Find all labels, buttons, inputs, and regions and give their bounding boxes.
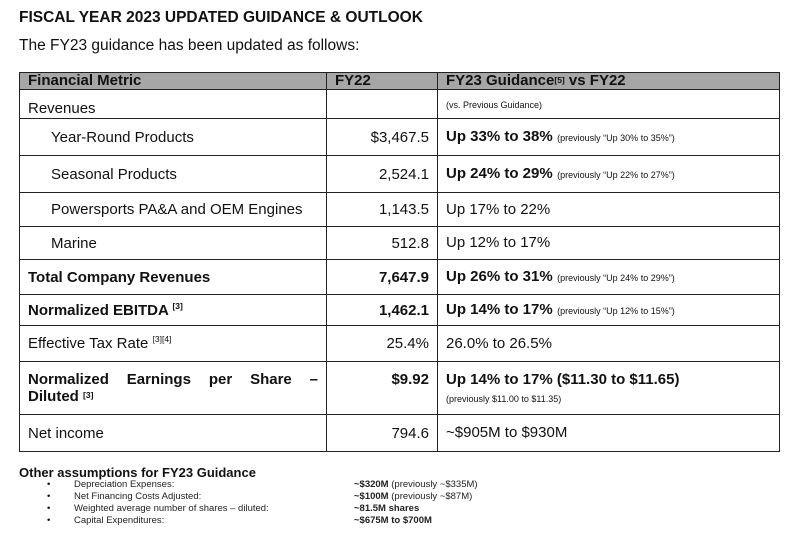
- table-row: Total Company Revenues 7,647.9 Up 26% to…: [19, 259, 780, 295]
- guidance-cell: Up 14% to 17% (previously “Up 12% to 15%…: [437, 294, 780, 326]
- metric-cell: Seasonal Products: [19, 155, 327, 193]
- footnote-ref: [3]: [172, 300, 183, 311]
- assumption-item: • Capital Expenditures: ~$675M to $700M: [47, 515, 432, 526]
- table-row: Normalized Earnings per Share – Diluted …: [19, 361, 780, 415]
- table-row: Year-Round Products $3,467.5 Up 33% to 3…: [19, 118, 780, 156]
- assumption-item: • Net Financing Costs Adjusted: ~$100M (…: [47, 491, 473, 502]
- column-header-metric: Financial Metric: [19, 72, 327, 90]
- column-header-fy23-guidance: FY23 Guidance[5] vs FY22: [437, 72, 780, 90]
- bullet-icon: •: [47, 491, 51, 502]
- guidance-cell: Up 14% to 17% ($11.30 to $11.65) (previo…: [437, 361, 780, 415]
- page-subtitle: The FY23 guidance has been updated as fo…: [19, 37, 360, 54]
- metric-cell: Normalized EBITDA [3]: [19, 294, 327, 326]
- footnote-ref: [5]: [554, 75, 565, 85]
- bullet-icon: •: [47, 479, 51, 490]
- guidance-table: Financial Metric FY22 FY23 Guidance[5] v…: [19, 72, 780, 452]
- fy22-cell: $3,467.5: [326, 118, 438, 156]
- fy22-cell: 7,647.9: [326, 259, 438, 295]
- fy22-cell: 794.6: [326, 414, 438, 452]
- guidance-cell: ~$905M to $930M: [437, 414, 780, 452]
- table-row: Revenues (vs. Previous Guidance): [19, 89, 780, 119]
- guidance-cell: Up 12% to 17%: [437, 226, 780, 260]
- fy22-cell: $9.92: [326, 361, 438, 415]
- fy22-cell: 1,143.5: [326, 192, 438, 227]
- table-row: Powersports PA&A and OEM Engines 1,143.5…: [19, 192, 780, 227]
- table-row: Effective Tax Rate [3][4] 25.4% 26.0% to…: [19, 325, 780, 362]
- metric-cell: Total Company Revenues: [19, 259, 327, 295]
- metric-cell: Net income: [19, 414, 327, 452]
- assumption-item: • Depreciation Expenses: ~$320M (previou…: [47, 479, 478, 490]
- metric-cell: Powersports PA&A and OEM Engines: [19, 192, 327, 227]
- table-row: Net income 794.6 ~$905M to $930M: [19, 414, 780, 452]
- table-row: Normalized EBITDA [3] 1,462.1 Up 14% to …: [19, 294, 780, 326]
- fy22-cell: 2,524.1: [326, 155, 438, 193]
- bullet-icon: •: [47, 515, 51, 526]
- fy22-cell: 25.4%: [326, 325, 438, 362]
- metric-cell: Revenues: [19, 89, 327, 119]
- guidance-cell: 26.0% to 26.5%: [437, 325, 780, 362]
- table-row: Seasonal Products 2,524.1 Up 24% to 29% …: [19, 155, 780, 193]
- guidance-cell: Up 26% to 31% (previously “Up 24% to 29%…: [437, 259, 780, 295]
- fy22-cell: 512.8: [326, 226, 438, 260]
- footnote-ref: [3]: [83, 390, 94, 400]
- metric-cell: Year-Round Products: [19, 118, 327, 156]
- guidance-cell: Up 24% to 29% (previously “Up 22% to 27%…: [437, 155, 780, 193]
- page-title: FISCAL YEAR 2023 UPDATED GUIDANCE & OUTL…: [19, 9, 423, 26]
- metric-cell: Effective Tax Rate [3][4]: [19, 325, 327, 362]
- table-row: Marine 512.8 Up 12% to 17%: [19, 226, 780, 260]
- bullet-icon: •: [47, 503, 51, 514]
- assumptions-title: Other assumptions for FY23 Guidance: [19, 465, 256, 480]
- column-header-fy22: FY22: [326, 72, 438, 90]
- fy22-cell: [326, 89, 438, 119]
- guidance-cell: Up 17% to 22%: [437, 192, 780, 227]
- table-header-row: Financial Metric FY22 FY23 Guidance[5] v…: [19, 72, 780, 90]
- metric-cell: Normalized Earnings per Share – Diluted …: [19, 361, 327, 415]
- metric-cell: Marine: [19, 226, 327, 260]
- footnote-ref: [3][4]: [152, 334, 172, 344]
- fy22-cell: 1,462.1: [326, 294, 438, 326]
- guidance-cell: Up 33% to 38% (previously “Up 30% to 35%…: [437, 118, 780, 156]
- guidance-cell: (vs. Previous Guidance): [437, 89, 780, 119]
- assumption-item: • Weighted average number of shares – di…: [47, 503, 420, 514]
